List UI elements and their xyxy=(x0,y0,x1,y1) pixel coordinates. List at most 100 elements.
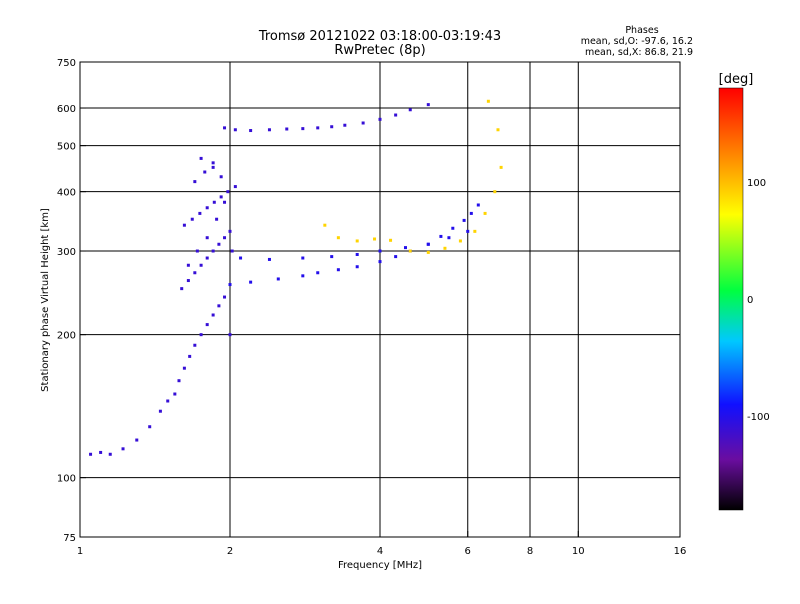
data-point xyxy=(426,103,430,107)
phase-stats-x: mean, sd,X: 86.8, 21.9 xyxy=(585,47,693,58)
data-point xyxy=(336,236,340,240)
data-point xyxy=(199,156,203,160)
data-point xyxy=(408,249,412,253)
data-point xyxy=(443,246,447,250)
data-point xyxy=(173,392,177,396)
data-point xyxy=(203,170,207,174)
x-tick-label: 4 xyxy=(377,546,383,557)
data-point xyxy=(316,271,320,275)
data-point xyxy=(378,249,382,253)
data-point xyxy=(215,217,219,221)
data-point xyxy=(233,128,237,132)
data-point xyxy=(408,108,412,112)
chart-subtitle: RwPretec (8p) xyxy=(334,43,425,58)
y-tick-label: 500 xyxy=(57,142,76,153)
data-point xyxy=(469,211,473,215)
y-tick-label: 300 xyxy=(57,247,76,258)
data-point xyxy=(462,218,466,222)
colorbar xyxy=(718,87,744,511)
data-point xyxy=(403,246,407,250)
data-point xyxy=(316,126,320,130)
data-point xyxy=(394,113,398,117)
data-point xyxy=(199,263,203,267)
y-tick-label: 400 xyxy=(57,188,76,199)
data-point xyxy=(267,257,271,261)
data-point xyxy=(486,99,490,103)
data-point xyxy=(239,256,243,260)
data-point xyxy=(361,121,365,125)
data-point xyxy=(355,252,359,256)
data-point xyxy=(166,399,170,403)
data-point xyxy=(205,323,209,327)
y-axis-label: Stationary phase Virtual Height [km] xyxy=(40,208,51,392)
data-point xyxy=(249,129,253,133)
data-point xyxy=(378,260,382,264)
data-point xyxy=(228,229,232,233)
data-point xyxy=(199,333,203,337)
colorbar-ticks: 100 0 -100 xyxy=(747,178,770,423)
data-point xyxy=(135,438,139,442)
phase-stats-heading: Phases xyxy=(625,25,658,36)
x-tick-label: 2 xyxy=(227,546,233,557)
data-point xyxy=(211,313,215,317)
x-axis-label: Frequency [MHz] xyxy=(338,560,422,571)
data-point xyxy=(276,277,280,281)
data-point xyxy=(205,206,209,210)
colorbar-unit: [deg] xyxy=(719,72,754,87)
data-point xyxy=(186,279,190,283)
y-tick-label: 100 xyxy=(57,474,76,485)
data-point xyxy=(223,295,227,299)
data-point xyxy=(249,280,253,284)
data-point xyxy=(228,333,232,337)
y-tick-label: 75 xyxy=(63,533,76,544)
data-point xyxy=(483,211,487,215)
y-tick-label: 750 xyxy=(57,58,76,69)
x-tick-label: 10 xyxy=(572,546,585,557)
data-point xyxy=(177,379,181,383)
data-point xyxy=(186,263,190,267)
data-point xyxy=(182,223,186,227)
data-point xyxy=(323,223,327,227)
data-point xyxy=(195,249,199,253)
data-point xyxy=(301,256,305,260)
data-point xyxy=(301,274,305,278)
data-point xyxy=(373,237,377,241)
data-point xyxy=(496,128,500,132)
data-point xyxy=(473,229,477,233)
data-point xyxy=(267,128,271,132)
y-tick-label: 200 xyxy=(57,331,76,342)
data-point xyxy=(451,226,455,230)
data-point xyxy=(466,229,470,233)
data-point xyxy=(180,287,184,291)
data-point xyxy=(212,200,216,204)
data-point xyxy=(476,203,480,207)
data-point xyxy=(108,452,112,456)
data-point xyxy=(228,283,232,287)
data-point xyxy=(499,165,503,169)
data-point xyxy=(458,239,462,243)
x-tick-label: 8 xyxy=(527,546,533,557)
colorbar-tick-label: 0 xyxy=(747,295,753,306)
phase-stats-o: mean, sd,O: -97.6, 16.2 xyxy=(581,36,693,47)
data-point xyxy=(217,304,221,308)
grid-layer xyxy=(80,62,680,537)
data-point xyxy=(226,190,230,194)
plot-frame xyxy=(79,61,681,538)
colorbar-tick-label: 100 xyxy=(747,178,766,189)
data-point xyxy=(121,447,125,451)
data-point xyxy=(193,271,197,275)
y-tick-label: 600 xyxy=(57,104,76,115)
data-point xyxy=(389,238,393,242)
data-point xyxy=(158,409,162,413)
data-point xyxy=(355,239,359,243)
data-point xyxy=(219,195,223,199)
data-point xyxy=(330,255,334,259)
x-tick-label: 1 xyxy=(77,546,83,557)
data-point xyxy=(343,123,347,127)
data-point xyxy=(219,175,223,179)
data-point xyxy=(148,425,152,429)
data-point xyxy=(198,211,202,215)
data-point xyxy=(426,250,430,254)
